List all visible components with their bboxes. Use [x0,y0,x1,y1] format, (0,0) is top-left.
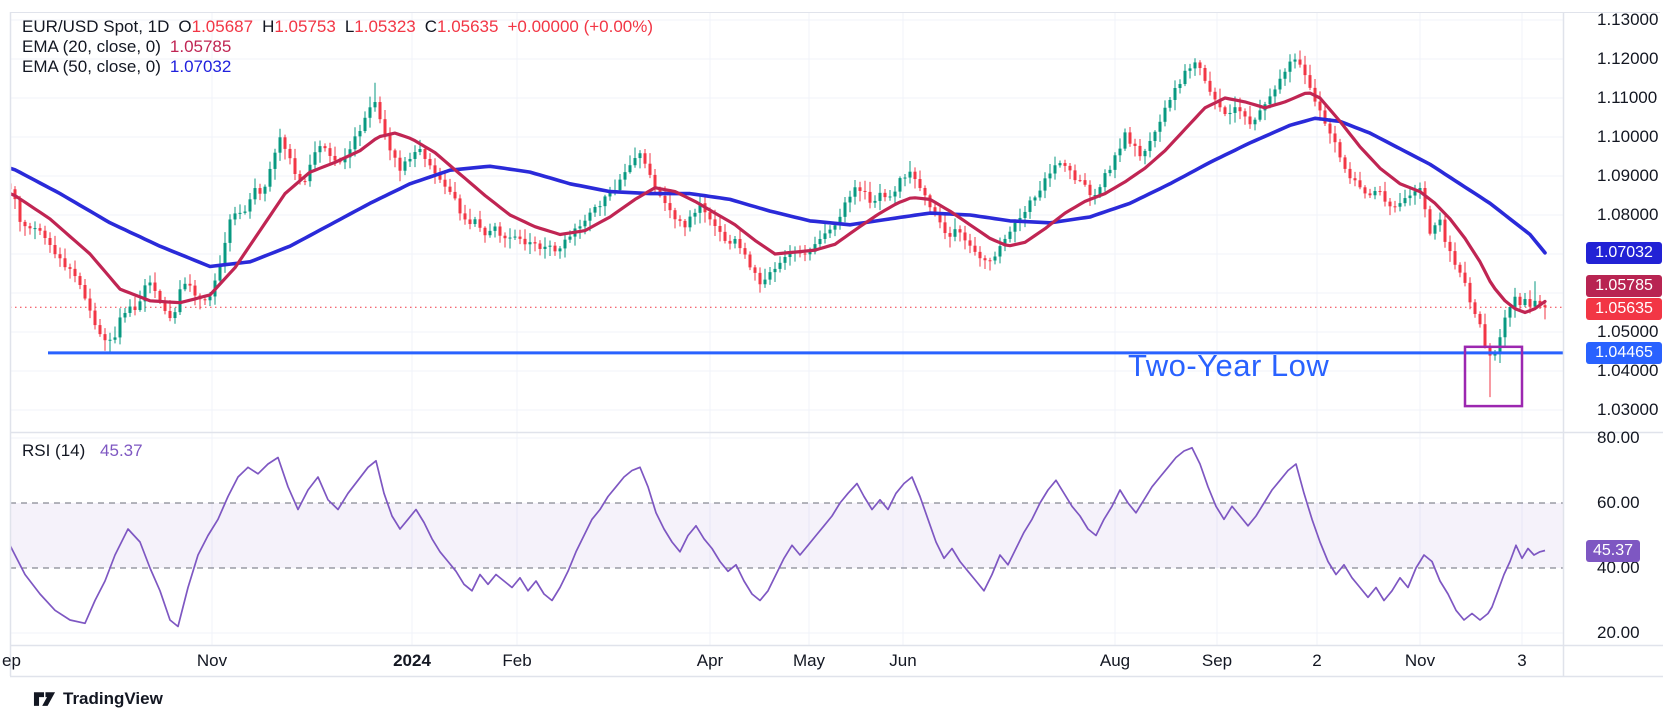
ema20-row[interactable]: EMA (20, close, 0) 1.05785 [22,37,653,56]
time-label: Aug [1099,651,1131,670]
ema20-line[interactable] [10,91,1547,315]
price-tick: 1.10000 [1597,127,1659,146]
tradingview-attribution[interactable]: TradingView [33,689,163,709]
price-badge: 1.07032 [1586,241,1662,264]
price-badge: 1.04465 [1586,341,1662,364]
time-label: 2 [1312,651,1322,670]
symbol-title: EUR/USD Spot, 1D [22,17,170,36]
price-tick: 1.12000 [1597,49,1659,68]
rsi-legend[interactable]: RSI (14) 45.37 [22,441,153,461]
time-label: 2024 [393,651,431,670]
symbol-legend[interactable]: EUR/USD Spot, 1D O1.05687 H1.05753 L1.05… [22,17,653,77]
tradingview-logo-icon [33,692,56,706]
rsi-line[interactable] [10,446,1546,628]
time-label: Nov [1404,651,1436,670]
price-tick: 1.05000 [1597,322,1659,341]
rsi-badge: 45.37 [1586,539,1641,562]
tradingview-brand-text: TradingView [63,689,163,708]
symbol-row[interactable]: EUR/USD Spot, 1D O1.05687 H1.05753 L1.05… [22,17,653,36]
two-year-low-annotation[interactable]: Two-Year Low [1128,348,1330,383]
rsi-value: 45.37 [100,441,143,460]
ema20-value: 1.05785 [169,37,232,56]
ema20-label: EMA (20, close, 0) [22,37,161,56]
change-value: +0.00000 (+0.00%) [507,17,654,36]
price-tick: 1.13000 [1597,10,1659,29]
ohlc-high: H1.05753 [262,17,336,36]
price-tick: 1.08000 [1597,205,1659,224]
rsi-band [10,503,1563,568]
rsi-tick: 40.00 [1597,558,1640,577]
ohlc-low: L1.05323 [344,17,416,36]
rsi-tick: 80.00 [1597,428,1640,447]
rsi-tick: 60.00 [1597,493,1640,512]
price-badge: 1.05635 [1586,298,1662,321]
price-pane[interactable] [9,50,1564,408]
time-label: Jun [889,651,917,670]
pane-borders [9,12,1663,678]
time-label: 3 [1517,651,1527,670]
time-label: Sep [1201,651,1233,670]
rsi-pane[interactable] [10,446,1563,628]
rsi-tick: 20.00 [1597,623,1640,642]
rsi-label: RSI (14) [22,441,86,460]
two-year-low-box[interactable] [1463,345,1524,408]
price-badge: 1.05785 [1586,275,1662,298]
time-label: ep [2,651,21,670]
price-tick: 1.09000 [1597,166,1659,185]
time-label: Apr [696,651,724,670]
time-label: May [792,651,826,670]
time-label: Feb [502,651,532,670]
price-tick: 1.03000 [1597,400,1659,419]
price-tick: 1.04000 [1597,361,1659,380]
ema50-label: EMA (50, close, 0) [22,57,161,76]
ema50-value: 1.07032 [169,57,232,76]
ema50-line[interactable] [10,116,1547,269]
ohlc-open: O1.05687 [178,17,254,36]
ohlc-close: C1.05635 [424,17,499,36]
ema50-row[interactable]: EMA (50, close, 0) 1.07032 [22,57,653,76]
price-tick: 1.11000 [1597,88,1658,107]
time-label: Nov [196,651,228,670]
candles-layer [10,50,1547,398]
